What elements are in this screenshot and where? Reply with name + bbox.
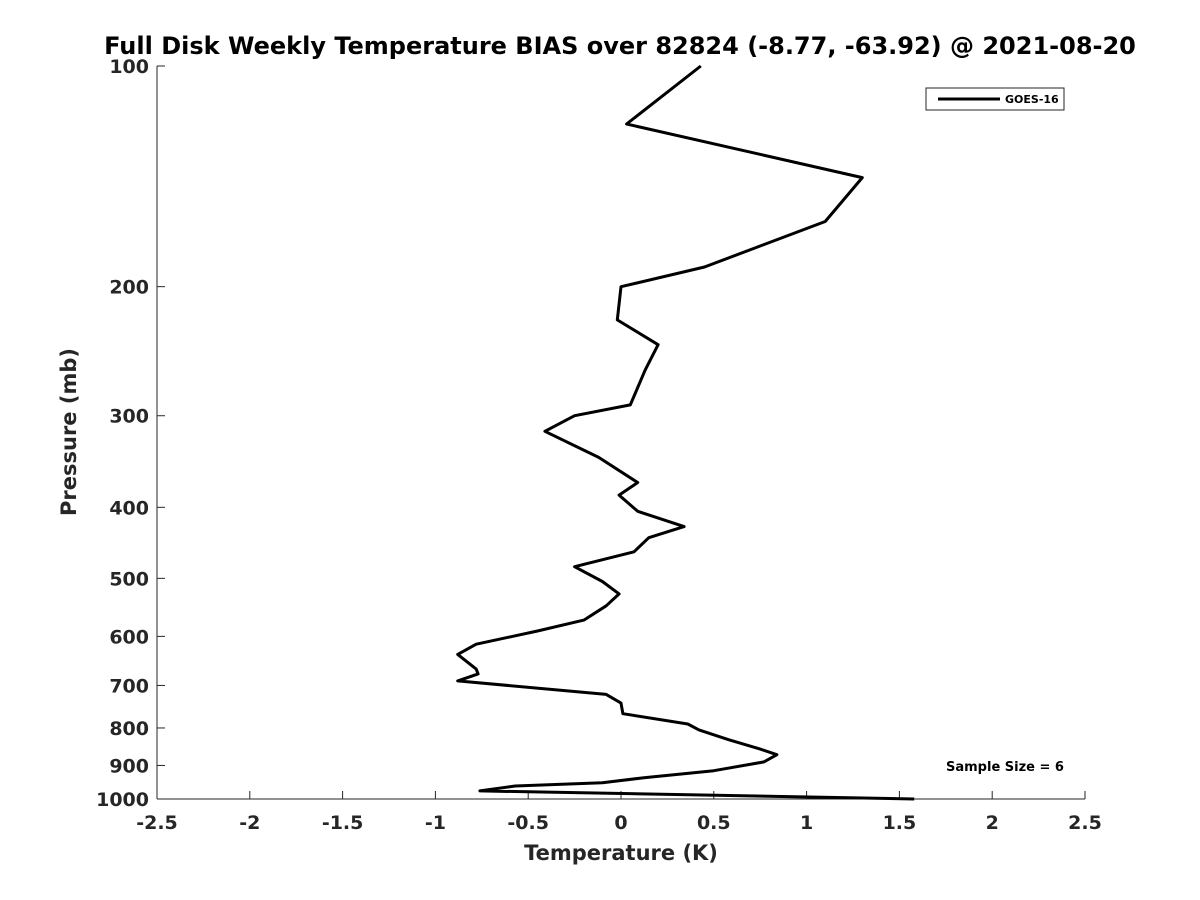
series-layer [456,64,915,801]
x-tick-label: 0 [614,812,627,834]
x-tick-label: -2.5 [136,812,178,834]
legend: GOES-16 [925,87,1065,111]
y-tick-label: 900 [109,755,149,777]
y-tick-label: 1000 [96,789,149,811]
series-line-goes-16 [456,64,915,801]
y-tick-label: 600 [109,626,149,648]
y-tick-label: 400 [109,497,149,519]
sample-size-annotation: Sample Size = 6 [946,760,1064,775]
y-tick-label: 700 [109,675,149,697]
y-tick-label: 100 [109,56,149,78]
y-ticks: 100 200 300 400 500 600 700 800 900 1000 [96,56,165,811]
x-tick-label: -1.5 [322,812,364,834]
x-tick-label: 1 [800,812,813,834]
y-tick-label: 200 [109,277,149,299]
y-axis-label: Pressure (mb) [57,348,81,516]
y-tick-label: 300 [109,406,149,428]
x-tick-label: 0.5 [697,812,731,834]
x-tick-label: 1.5 [883,812,917,834]
y-tick-label: 500 [109,568,149,590]
x-tick-label: -2 [239,812,260,834]
x-tick-label: 2.5 [1068,812,1102,834]
x-tick-label: -1 [425,812,446,834]
chart-title: Full Disk Weekly Temperature BIAS over 8… [104,32,1136,60]
x-tick-label: 2 [986,812,999,834]
x-ticks: -2.5 -2 -1.5 -1 -0.5 0 0.5 1 1.5 2 2.5 [136,791,1102,834]
y-tick-label: 800 [109,718,149,740]
x-axis-label: Temperature (K) [524,841,718,865]
x-tick-label: -0.5 [507,812,549,834]
axes [156,66,1085,800]
legend-label: GOES-16 [1005,93,1059,106]
